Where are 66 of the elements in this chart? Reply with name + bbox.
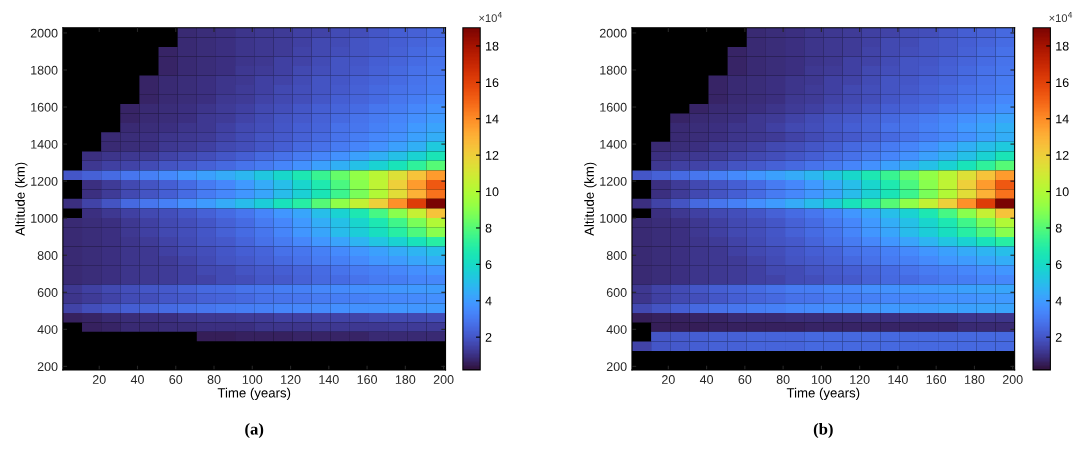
color-bar-label: 8	[485, 223, 492, 233]
y-tick-label: 1200	[600, 176, 627, 186]
x-axis-title: Time (years)	[217, 387, 291, 401]
y-axis-title: Altitude (km)	[15, 162, 28, 236]
color-bar-label: 2	[1055, 332, 1062, 342]
y-tick-label: 400	[37, 325, 58, 334]
color-bar-label: 18	[1056, 41, 1069, 51]
x-tick-label: 200	[1002, 375, 1023, 384]
color-bar-label: 14	[486, 114, 499, 124]
x-tick-label: 60	[738, 375, 752, 384]
x-tick-label: 180	[964, 375, 985, 384]
x-tick-label: 100	[242, 375, 263, 384]
y-tick-label: 1400	[600, 139, 627, 149]
y-tick-label: 1600	[600, 102, 627, 112]
y-tick-label: 200	[606, 362, 627, 372]
y-tick-label: 600	[37, 288, 58, 297]
color-bar-label: 12	[1056, 150, 1069, 160]
x-tick-label: 80	[776, 375, 790, 384]
x-axis-title: Time (years)	[786, 387, 860, 401]
x-tick-label: 200	[433, 375, 454, 384]
color-bar-label: 10	[1056, 187, 1069, 197]
color-bar-label: 14	[1056, 114, 1069, 124]
x-tick-label: 180	[395, 375, 416, 384]
x-tick-label: 40	[699, 375, 714, 384]
x-tick-label: 80	[207, 375, 221, 384]
y-tick-label: 1200	[31, 176, 58, 186]
y-tick-label: 800	[37, 251, 58, 260]
y-tick-label: 200	[37, 362, 58, 372]
x-tick-label: 100	[811, 375, 832, 384]
color-bar-label: 10	[486, 187, 499, 197]
x-tick-label: 120	[850, 375, 870, 384]
y-tick-label: 1800	[600, 65, 627, 75]
x-tick-label: 40	[130, 375, 144, 384]
y-axis-title: Altitude (km)	[584, 162, 597, 236]
x-tick-label: 140	[319, 375, 339, 384]
color-bar-label: 4	[485, 296, 492, 306]
color-bar-title: ×10$^{4}$	[479, 12, 502, 23]
color-bar-label: 16	[486, 78, 499, 88]
x-tick-label: 160	[926, 375, 947, 384]
x-tick-label: 140	[888, 375, 908, 384]
color-bar-label: 4	[1055, 296, 1062, 306]
y-tick-label: 1800	[31, 65, 58, 75]
y-tick-label: 800	[606, 251, 627, 260]
x-tick-label: 20	[92, 375, 106, 384]
y-tick-label: 1400	[31, 139, 58, 149]
color-bar-label: 2	[485, 332, 492, 342]
x-tick-label: 20	[662, 375, 675, 384]
y-tick-label: 2000	[30, 28, 58, 38]
color-bar-label: 8	[1055, 223, 1062, 233]
y-tick-label: 1600	[31, 102, 58, 112]
y-tick-label: 1000	[31, 213, 58, 223]
text: (a)	[245, 422, 264, 439]
color-bar-label: 6	[485, 260, 492, 270]
color-bar-label: 16	[1056, 78, 1069, 88]
x-tick-label: 160	[357, 375, 378, 384]
y-tick-label: 600	[606, 288, 627, 297]
color-bar-title: ×10$^{4}$	[1049, 12, 1073, 23]
y-tick-label: 1000	[600, 213, 627, 223]
y-tick-label: 400	[606, 325, 627, 334]
x-tick-label: 60	[169, 375, 183, 384]
text: (b)	[813, 422, 833, 439]
color-bar-label: 18	[486, 41, 499, 51]
x-tick-label: 120	[281, 375, 301, 384]
color-bar-label: 6	[1055, 260, 1062, 270]
color-bar-label: 12	[486, 150, 499, 160]
y-tick-label: 2000	[599, 28, 627, 38]
